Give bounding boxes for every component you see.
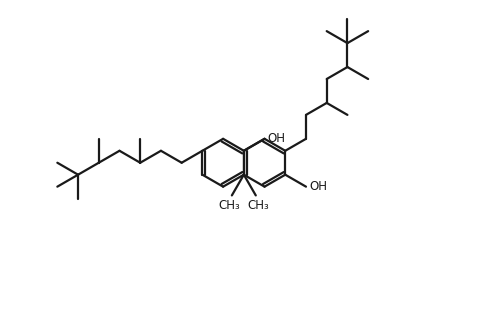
Text: CH₃: CH₃	[247, 199, 269, 212]
Text: CH₃: CH₃	[219, 199, 241, 212]
Text: OH: OH	[268, 132, 285, 145]
Text: OH: OH	[309, 180, 327, 193]
